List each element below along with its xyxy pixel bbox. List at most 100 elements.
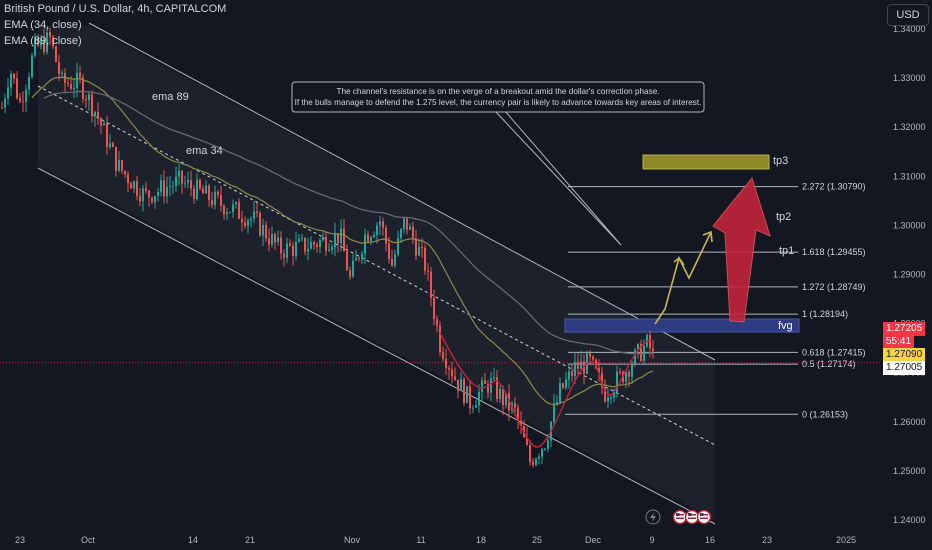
candle-body [58,62,60,74]
candle-body [22,101,24,103]
x-tick-label: 16 [705,535,715,545]
candle-body [196,179,198,199]
candle-body [574,362,576,376]
ema34-line [31,76,654,405]
x-tick-label: 18 [476,535,486,545]
candle-body [19,98,21,102]
candle-body [457,379,459,391]
candle-body [286,243,288,258]
candle-body [208,185,210,200]
candle-body [1,107,3,109]
candle-body [106,123,108,148]
candle-body [598,368,600,373]
candle-body [172,186,174,188]
candle-body [7,87,9,99]
flag-canton [700,513,704,516]
candle-body [28,77,30,90]
ema34-legend[interactable]: EMA (34, close) [4,19,82,31]
currency-button[interactable]: USD [887,4,929,26]
candle-body [109,143,111,148]
pattern-curve [439,332,652,448]
flag-canton [688,513,692,516]
candle-body [130,183,132,189]
flag-stripe [688,517,696,519]
x-tick-label: 25 [532,535,542,545]
y-tick-label: 1.24000 [893,515,926,525]
candle-body [91,94,93,116]
candle-body [319,240,321,247]
fvg-label: fvg [778,320,793,332]
candle-body [292,245,294,256]
x-tick-label: 23 [15,535,25,545]
candle-body [46,32,48,53]
candle-body [100,118,102,126]
x-tick-label: 21 [245,535,255,545]
ema89-line [43,90,654,355]
candle-body [184,182,186,184]
candle-body [361,253,363,259]
candle-body [463,379,465,403]
candle-body [211,199,213,206]
candle-body [394,254,396,266]
highlight-price-label: 1.27090 [883,348,926,362]
candle-body [553,404,555,422]
candle-body [154,196,156,203]
candle-body [178,170,180,177]
candle-body [232,204,234,212]
candle-body [538,456,540,459]
candle-body [541,448,543,457]
candle-body [505,393,507,406]
lightning-icon [645,509,661,525]
callout-pointer [494,110,622,246]
candle-body [181,170,183,184]
candle-body [439,325,441,353]
channel-fill [38,26,715,520]
candle-body [442,352,444,360]
candle-body [34,37,36,56]
candle-body [160,180,162,192]
y-tick-label: 1.32000 [893,122,926,132]
candle-body [535,458,537,465]
candle-body [595,359,597,369]
y-tick-label: 1.34000 [893,24,926,34]
callout-text-line-1: The channel's resistance is on the verge… [336,87,659,96]
candle-body [499,389,501,399]
candle-body [85,99,87,101]
lightning-glyph [650,512,656,522]
candle-body [373,234,375,238]
candle-body [526,437,528,445]
candle-body [619,371,621,373]
ema89-legend[interactable]: EMA (89, close) [4,35,82,47]
candle-body [403,218,405,230]
projection-arrow-head [702,230,713,243]
candle-body [40,38,42,46]
candle-body [346,251,348,271]
candle-body [193,188,195,199]
candle-body [4,98,6,108]
x-tick-label: Dec [585,535,602,545]
candle-body [199,179,201,189]
candle-body [376,225,378,235]
candle-body [397,238,399,255]
candle-body [481,380,483,392]
candle-body [628,372,630,377]
tp3-label: tp3 [773,155,788,167]
candle-body [277,237,279,243]
candle-body [514,403,516,408]
candle-body [334,233,336,247]
x-tick-label: 23 [762,535,772,545]
candle-body [568,371,570,380]
channel-lower-line [37,167,716,525]
candle-body [532,461,534,465]
candle-body [634,349,636,366]
candle-body [271,234,273,245]
candle-body [226,212,228,215]
candle-body [418,246,420,256]
candle-body [205,185,207,194]
candle-body [490,378,492,393]
x-tick-label: Nov [344,535,361,545]
candle-body [445,359,447,368]
x-tick-label: 14 [188,535,198,545]
candle-body [169,186,171,188]
